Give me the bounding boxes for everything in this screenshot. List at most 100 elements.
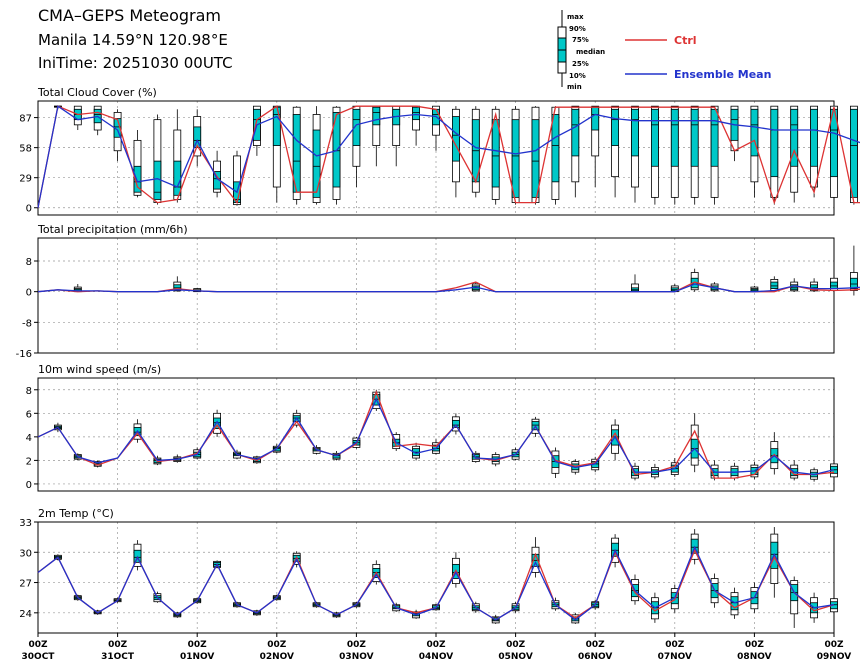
- legend-p25: 25%: [572, 60, 589, 68]
- box-whisker: [730, 105, 739, 162]
- ytick-label: 29: [19, 174, 32, 185]
- box-inner: [531, 119, 540, 198]
- xtick-label-date: 06NOV: [578, 652, 612, 662]
- box-inner: [591, 106, 600, 131]
- box-inner: [611, 108, 619, 146]
- init-time-label: IniTime: 20251030 00UTC: [38, 54, 233, 72]
- ytick-label: -8: [22, 318, 32, 329]
- box-inner: [412, 106, 421, 121]
- panel-title: Total Cloud Cover (%): [37, 86, 157, 99]
- xtick-label-time: 00Z: [824, 640, 844, 650]
- legend-ctrl-label: Ctrl: [674, 34, 697, 47]
- box-inner: [690, 108, 699, 167]
- box-whisker: [352, 105, 361, 188]
- legend-mean-label: Ensemble Mean: [674, 68, 771, 81]
- panel-0: Total Cloud Cover (%) 0 29 58 87: [19, 86, 860, 216]
- box-inner: [750, 108, 759, 157]
- panel-frame: [37, 237, 835, 354]
- box-inner: [312, 129, 321, 198]
- xtick-label-date: 08NOV: [737, 652, 771, 662]
- box-inner: [451, 419, 460, 428]
- box-whisker: [133, 540, 142, 571]
- xtick-label-time: 00Z: [267, 640, 287, 650]
- location-label: Manila 14.59°N 120.98°E: [38, 31, 228, 49]
- box-whisker: [292, 106, 301, 205]
- box-inner: [551, 114, 560, 183]
- panel-title: 2m Temp (°C): [38, 507, 114, 520]
- legend-p10: 10%: [569, 72, 586, 80]
- box-inner: [710, 108, 719, 167]
- box-whisker: [272, 105, 281, 203]
- box-inner: [193, 126, 202, 149]
- box-whisker: [153, 114, 162, 205]
- box-whisker: [412, 105, 421, 146]
- box-whisker: [571, 105, 580, 198]
- box-inner: [790, 108, 799, 167]
- panel-title: Total precipitation (mm/6h): [37, 223, 188, 236]
- xtick-label-time: 00Z: [506, 640, 526, 650]
- panel-title: 10m wind speed (m/s): [38, 363, 161, 376]
- xtick-label-time: 00Z: [665, 640, 685, 650]
- box-whisker: [471, 106, 480, 198]
- box-inner: [451, 116, 460, 162]
- mean-series-line: [37, 545, 835, 621]
- xtick-label-time: 00Z: [188, 640, 208, 650]
- box-inner: [651, 108, 659, 167]
- box-inner: [571, 108, 580, 157]
- ytick-label: 0: [26, 480, 32, 491]
- box-whisker: [670, 105, 679, 205]
- ytick-label: 30: [19, 548, 32, 559]
- ytick-label: 27: [19, 579, 32, 590]
- panel-frame: [37, 377, 835, 492]
- xtick-label-date: 04NOV: [419, 652, 453, 662]
- box-whisker: [770, 276, 779, 292]
- box-inner: [511, 119, 520, 198]
- box-inner: [491, 119, 500, 188]
- box-inner: [272, 106, 281, 146]
- legend-p90: 90%: [569, 25, 586, 33]
- legend: max 90% 75% median 25% 10% min Ctrl Ense…: [557, 10, 771, 91]
- box-whisker: [810, 105, 818, 198]
- ytick-label: 6: [26, 409, 32, 420]
- box-whisker: [651, 105, 659, 205]
- box-whisker: [631, 274, 639, 293]
- ytick-label: 24: [19, 609, 32, 620]
- box-whisker: [451, 106, 460, 198]
- box-whisker: [770, 105, 779, 205]
- box-whisker: [591, 105, 600, 188]
- box-inner: [631, 108, 639, 157]
- ytick-label: 0: [26, 288, 32, 299]
- legend-p75: 75%: [572, 36, 589, 44]
- xtick-label-time: 00Z: [28, 640, 48, 650]
- box-whisker: [372, 105, 381, 167]
- mean-series-line: [37, 283, 860, 293]
- xtick-label-date: 02NOV: [260, 652, 294, 662]
- xtick-label-date: 07NOV: [658, 652, 692, 662]
- ytick-label: 87: [19, 114, 32, 125]
- box-inner: [850, 277, 858, 290]
- box-whisker: [213, 409, 222, 437]
- box-whisker: [631, 105, 639, 203]
- box-inner: [830, 281, 838, 290]
- ytick-label: 0: [26, 204, 32, 215]
- panel-2: 10m wind speed (m/s) 0 2 4 6 8: [26, 363, 838, 492]
- xtick-label-date: 05NOV: [498, 652, 532, 662]
- box-whisker: [710, 105, 719, 205]
- xtick-label-time: 00Z: [426, 640, 446, 650]
- box-whisker: [790, 278, 799, 292]
- box-whisker: [690, 268, 699, 292]
- box-whisker: [93, 105, 102, 136]
- box-inner: [770, 281, 779, 290]
- ytick-label: -16: [16, 349, 32, 360]
- legend-min: min: [567, 83, 582, 91]
- xtick-label-date: 31OCT: [101, 652, 135, 662]
- ytick-label: 33: [19, 518, 32, 529]
- ytick-label: 2: [26, 456, 32, 467]
- chart-title: CMA–GEPS Meteogram: [38, 6, 221, 25]
- box-inner: [770, 108, 779, 178]
- xtick-label-time: 00Z: [108, 640, 128, 650]
- xtick-label-date: 01NOV: [180, 652, 214, 662]
- box-whisker: [491, 106, 500, 205]
- xtick-label-date: 09NOV: [817, 652, 851, 662]
- box-whisker: [770, 432, 779, 475]
